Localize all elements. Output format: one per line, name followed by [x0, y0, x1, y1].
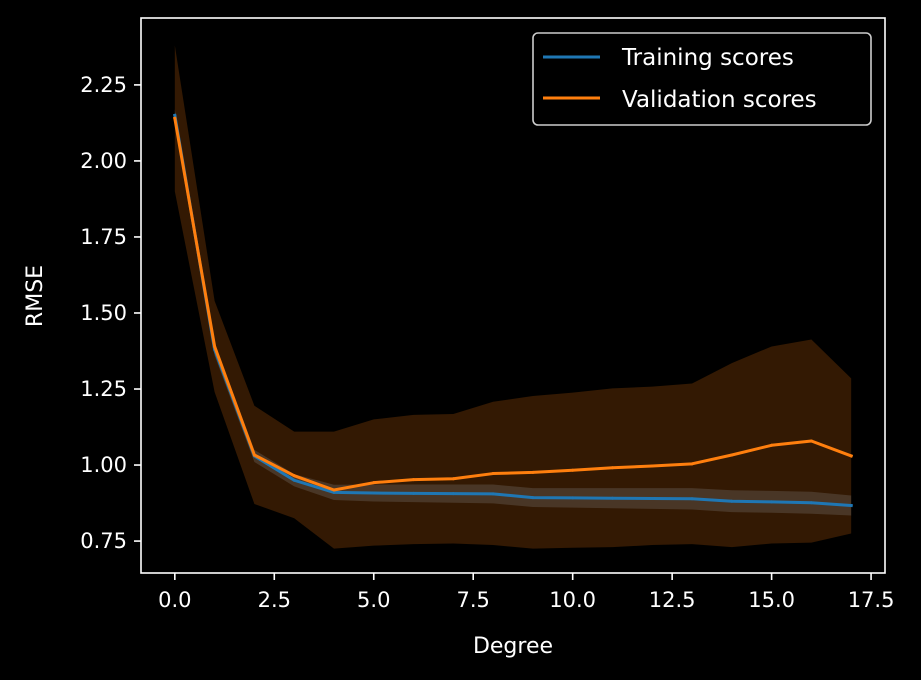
training-data-point	[571, 496, 575, 500]
legend: Training scores Validation scores	[532, 32, 872, 126]
y-tick-label: 2.25	[80, 73, 127, 97]
validation-data-point	[332, 488, 336, 492]
validation-data-point	[730, 453, 734, 457]
validation-data-point	[173, 116, 177, 120]
validation-data-point	[610, 466, 614, 470]
y-tick-label: 2.00	[80, 149, 127, 173]
validation-scores-line	[173, 116, 854, 492]
training-data-point	[809, 501, 813, 505]
validation-data-point	[491, 472, 495, 476]
confidence-bands	[174, 45, 852, 549]
training-data-point	[173, 113, 177, 117]
y-tick-label: 1.75	[80, 225, 127, 249]
y-tick-label: 1.25	[80, 377, 127, 401]
x-tick-label: 2.5	[258, 588, 291, 612]
training-scores-line	[173, 113, 853, 508]
validation-data-point	[770, 443, 774, 447]
training-data-point	[332, 490, 336, 494]
y-tick-label: 1.00	[80, 453, 127, 477]
training-data-point	[730, 499, 734, 503]
legend-box	[532, 32, 872, 126]
training-data-point	[491, 492, 495, 496]
x-tick-label: 0.0	[158, 588, 191, 612]
training-data-point	[372, 491, 376, 495]
training-data-point	[770, 500, 774, 504]
x-tick-label: 12.5	[649, 588, 696, 612]
validation-score-band	[174, 45, 852, 549]
validation-data-point	[809, 439, 813, 443]
x-tick-label: 15.0	[748, 588, 795, 612]
x-tick-label: 7.5	[457, 588, 490, 612]
validation-data-point	[690, 462, 694, 466]
x-tick-label: 17.5	[848, 588, 895, 612]
y-axis-title: RMSE	[23, 265, 48, 327]
plot-frame	[140, 17, 886, 574]
legend-label-validation: Validation scores	[622, 87, 817, 113]
x-axis-ticks: 0.0 2.5 5.0 7.5 10.0 12.5 15.0 17.5	[158, 573, 894, 612]
training-data-point	[690, 497, 694, 501]
validation-data-point	[571, 468, 575, 472]
training-data-point	[531, 496, 535, 500]
validation-data-point	[292, 474, 296, 478]
validation-data-point	[252, 453, 256, 457]
series-lines	[173, 113, 854, 508]
y-tick-label: 1.50	[80, 301, 127, 325]
training-data-point	[451, 492, 455, 496]
x-tick-label: 10.0	[549, 588, 596, 612]
validation-data-point	[213, 344, 217, 348]
validation-data-point	[412, 478, 416, 482]
validation-data-point	[451, 477, 455, 481]
training-data-point	[650, 496, 654, 500]
validation-data-point	[849, 454, 853, 458]
validation-data-point	[372, 481, 376, 485]
x-axis-title: Degree	[473, 634, 553, 659]
training-data-point	[412, 491, 416, 495]
training-data-point	[610, 496, 614, 500]
training-data-point	[849, 503, 853, 507]
y-tick-label: 0.75	[80, 529, 127, 553]
validation-data-point	[650, 464, 654, 468]
y-axis-ticks: 0.75 1.00 1.25 1.50 1.75 2.00 2.25	[80, 73, 141, 553]
training-data-point	[292, 478, 296, 482]
x-tick-label: 5.0	[357, 588, 390, 612]
validation-data-point	[531, 470, 535, 474]
legend-label-training: Training scores	[621, 45, 794, 71]
